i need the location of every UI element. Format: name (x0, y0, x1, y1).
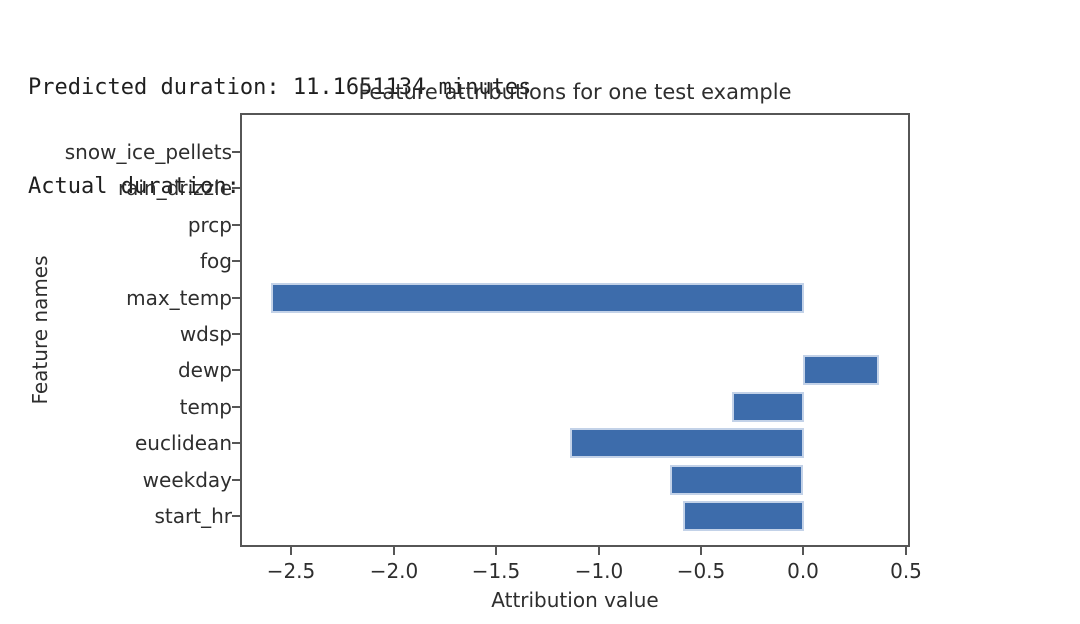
y-tick-label-snow_ice_pellets: snow_ice_pellets (64, 140, 232, 164)
y-tick-mark-start_hr (232, 515, 240, 517)
x-tick-label-−2.5: −2.5 (266, 559, 316, 583)
bar-euclidean (570, 428, 804, 458)
x-tick-label-−0.5: −0.5 (676, 559, 726, 583)
stdout-line-predicted-duration: Predicted duration: 11.1651134 minutes (28, 75, 532, 100)
y-tick-mark-fog (232, 260, 240, 262)
x-tick-label-0.0: 0.0 (787, 559, 819, 583)
bar-dewp (803, 355, 879, 385)
y-tick-label-rain_drizzle: rain_drizzle (117, 176, 232, 200)
y-tick-label-prcp: prcp (187, 213, 232, 237)
x-tick-mark-−2.0 (393, 547, 395, 555)
bar-max_temp (271, 283, 804, 313)
y-tick-mark-snow_ice_pellets (232, 151, 240, 153)
y-tick-label-euclidean: euclidean (134, 431, 232, 455)
y-tick-mark-max_temp (232, 297, 240, 299)
y-tick-mark-rain_drizzle (232, 187, 240, 189)
y-tick-label-start_hr: start_hr (154, 504, 232, 528)
y-tick-label-wdsp: wdsp (179, 322, 232, 346)
x-tick-mark-0.5 (905, 547, 907, 555)
x-tick-label-−1.0: −1.0 (574, 559, 624, 583)
x-tick-label-−1.5: −1.5 (471, 559, 521, 583)
x-tick-mark-0.0 (802, 547, 804, 555)
x-axis-label: Attribution value (491, 588, 659, 612)
y-tick-label-dewp: dewp (177, 358, 232, 382)
bar-weekday (670, 465, 803, 495)
y-tick-mark-temp (232, 406, 240, 408)
y-tick-mark-dewp (232, 369, 240, 371)
x-tick-label-0.5: 0.5 (890, 559, 922, 583)
x-tick-label-−2.0: −2.0 (369, 559, 419, 583)
y-tick-label-max_temp: max_temp (126, 286, 232, 310)
x-tick-mark-−0.5 (700, 547, 702, 555)
y-tick-mark-wdsp (232, 333, 240, 335)
y-tick-label-weekday: weekday (142, 468, 232, 492)
y-tick-mark-weekday (232, 479, 240, 481)
plot-area (240, 113, 910, 547)
y-tick-mark-prcp (232, 224, 240, 226)
bar-start_hr (683, 501, 804, 531)
y-tick-label-fog: fog (200, 249, 232, 273)
bar-temp (732, 392, 804, 422)
y-tick-mark-euclidean (232, 442, 240, 444)
y-tick-label-temp: temp (179, 395, 232, 419)
chart-title: Feature attributions for one test exampl… (358, 80, 792, 104)
x-tick-mark-−1.0 (598, 547, 600, 555)
x-tick-mark-−1.5 (495, 547, 497, 555)
x-tick-mark-−2.5 (290, 547, 292, 555)
